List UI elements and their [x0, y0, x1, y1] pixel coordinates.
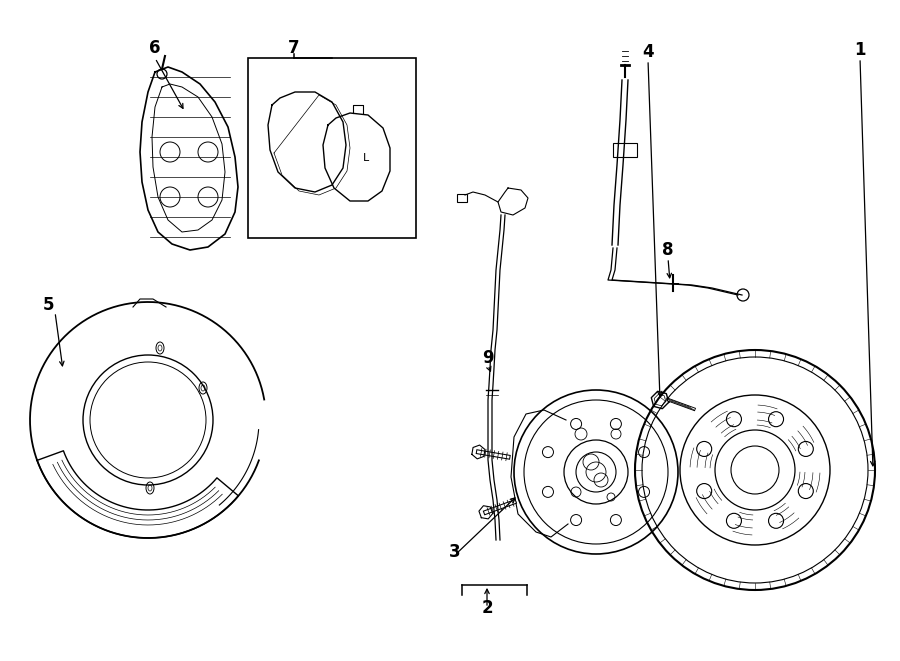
- Bar: [457, 194, 467, 202]
- Text: 4: 4: [643, 43, 653, 61]
- Text: 3: 3: [449, 543, 461, 561]
- Text: 1: 1: [854, 41, 866, 59]
- Text: 7: 7: [288, 39, 300, 57]
- Text: 9: 9: [482, 349, 494, 367]
- Text: 2: 2: [482, 599, 493, 617]
- Text: 6: 6: [149, 39, 161, 57]
- Bar: [248, 58, 416, 238]
- Text: 8: 8: [662, 241, 674, 259]
- Bar: [613, 143, 637, 157]
- Text: 5: 5: [42, 296, 54, 314]
- Text: L: L: [363, 153, 369, 163]
